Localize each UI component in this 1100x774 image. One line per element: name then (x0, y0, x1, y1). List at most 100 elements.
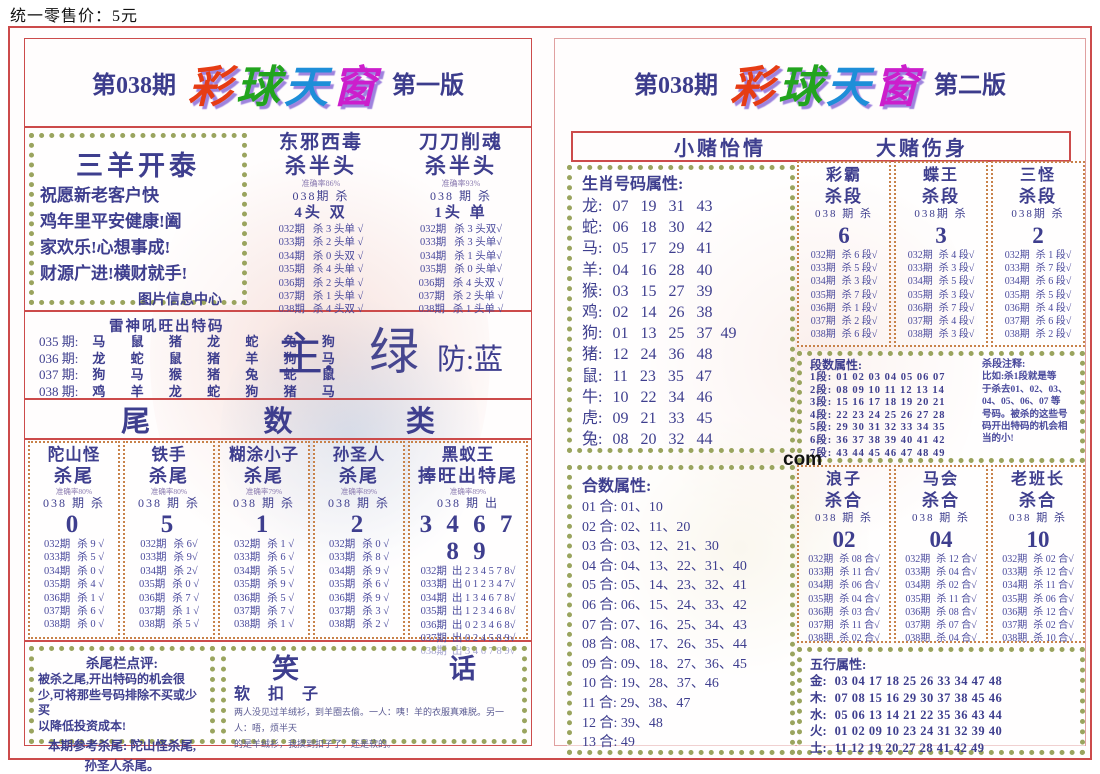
five-elements-row: 水: 05 06 13 14 21 22 35 36 43 44 (810, 707, 1003, 722)
history-row: 035期杀 5 段√ (1004, 289, 1072, 301)
current-issue-label: 038 期 出 (436, 496, 499, 510)
column-subtitle: 杀半头 (425, 154, 497, 178)
history-row: 035期杀 3 段√ (907, 289, 975, 301)
segment-row: 2段: 08 09 10 11 12 13 14 (810, 384, 945, 396)
history-row: 033期杀 04 合√ (905, 567, 977, 579)
edition-label: 第二版 (934, 73, 1006, 99)
history-row: 037期杀 2 段√ (810, 316, 878, 328)
history-row: 034期出 1 3 4 6 7 8√ (420, 592, 516, 604)
masthead-char: 球 (778, 62, 826, 112)
history-row: 038期杀 1 √ (233, 619, 294, 631)
history-row: 032期出 2 3 4 5 7 8√ (420, 566, 516, 577)
sum-row: 13 合: 49 (582, 735, 635, 751)
tail-column-tuoshanguai: 陀山怪 杀尾 准确率80% 038 期 杀 0 032期杀 9 √ 033期杀 5… (28, 441, 120, 639)
masthead-char: 窗 (874, 62, 922, 112)
zodiac-row: 龙: 07 19 31 43 (582, 198, 713, 215)
tail-banner-char: 数 (263, 406, 293, 438)
comment-reference: 孙圣人杀尾。 (84, 759, 160, 773)
zodiac-row: 鼠: 11 23 35 47 (582, 367, 712, 385)
column-title: 黑蚁王 (441, 445, 495, 464)
history-row: 038期杀 0 √ (43, 619, 104, 631)
history-row: 036期杀 9 √ (328, 592, 389, 604)
page-one: 第038期 彩球天窗 第一版 三羊开泰 祝愿新老客户快 鸡年里平安健康!阖 家欢乐!… (24, 38, 532, 773)
greeting-line: 财源广进!横财就手! (40, 264, 188, 283)
guard-color-label: 防:蓝 (437, 344, 504, 376)
history-row: 035期杀 11 合√ (905, 593, 977, 605)
gamble-warning-banner: 小赌怡情 大赌伤身 (571, 131, 1071, 162)
five-elements-box: 五行属性: 金: 03 04 17 18 25 26 33 34 47 48 木: 0… (797, 647, 1085, 755)
joke-line: 的是羊绒衫，我摸到扣子了，还是软的。 (234, 739, 397, 749)
kill-head-column-daodao: 刀刀削魂 杀半头 准确率93% 038 期 杀 1头 单 032期杀 3 头双√… (391, 128, 531, 315)
thunder-title: 雷神吼旺出特码 (109, 319, 225, 335)
sum-row: 07 合: 07、16、25、34、43 (582, 617, 747, 633)
sum-row: 06 合: 06、15、24、33、42 (582, 597, 747, 613)
history-row: 034期杀 0 √ (43, 565, 104, 577)
history-row: 036期杀 08 合√ (905, 606, 977, 618)
current-issue-label: 038期 杀 (914, 208, 968, 220)
history-row: 032期杀 1 段√ (1004, 250, 1072, 261)
history-row: 036期杀 2 头单 √ (278, 277, 364, 289)
history-row: 036期杀 7 √ (138, 592, 199, 604)
history-row: 033期出 0 1 2 3 4 7√ (420, 579, 516, 591)
masthead-char: 彩 (730, 62, 778, 112)
column-subtitle: 杀段 (1019, 187, 1057, 206)
segment-attributes-title: 段数属性: (810, 358, 862, 372)
history-row: 038期杀 2 段√ (1004, 329, 1072, 341)
history-row: 032期杀 3 头单 √ (278, 224, 364, 235)
history-row: 036期杀 4 段√ (1004, 302, 1072, 314)
current-issue-label: 038 期 杀 (232, 496, 295, 510)
history-row: 034期杀 3 段√ (810, 276, 878, 288)
accuracy-label: 准确率89% (340, 487, 378, 496)
current-kill-value: 1头 单 (434, 205, 488, 221)
history-row: 032期杀 08 合√ (808, 554, 880, 565)
note-line: 码开出特码的机会相 (982, 422, 1068, 433)
tail-banner-char: 类 (405, 406, 435, 438)
sum-row: 03 合: 03、12、21、30 (582, 539, 719, 555)
greeting-box: 三羊开泰 祝愿新老客户快 鸡年里平安健康!阖 家欢乐!心想事成! 财源广进!横财就手!… (29, 133, 247, 308)
top-section: 三羊开泰 祝愿新老客户快 鸡年里平安健康!阖 家欢乐!心想事成! 财源广进!横财就手!… (25, 128, 531, 315)
sum-column-mahui: 马会 杀合 038 期 杀 04 032期杀 12 合√ 033期杀 04 合√ 0… (894, 465, 988, 644)
thunder-row: 036 期: 龙 蛇 鼠 猪 羊 狗 马 (39, 350, 346, 366)
history-row: 033期杀 3 段√ (907, 263, 975, 275)
issue-label: 第038期 (92, 73, 176, 99)
segment-row: 1段: 01 02 03 04 05 06 07 (810, 372, 946, 383)
history-row: 032期杀 1 √ (233, 539, 294, 550)
bottom-section: 杀尾栏点评: 被杀之尾,开出特码的机会很 少,可将那些号码排除不买或少买 以降低投资… (25, 642, 531, 773)
history-row: 033期杀 5 √ (43, 552, 104, 564)
history-row: 034期杀 06 合√ (808, 580, 880, 592)
kill-segment-columns: 彩霸 杀段 038 期 杀 6 032期杀 6 段√ 033期杀 5 段√ 034期… (797, 161, 1085, 347)
kill-sum-columns: 浪子 杀合 038 期 杀 02 032期杀 08 合√ 033期杀 11 合√ 0… (797, 465, 1085, 644)
sum-attributes-title: 合数属性: (582, 478, 652, 495)
sum-row: 11 合: 29、38、47 (582, 695, 691, 711)
history-row: 033期杀 6 √ (233, 552, 294, 564)
sum-row: 05 合: 05、14、23、32、41 (582, 578, 747, 594)
history-row: 037期杀 3 √ (328, 606, 389, 618)
main-color-label: 主. (277, 329, 335, 380)
issue-label: 第038期 (634, 73, 718, 99)
comment-title: 杀尾栏点评: (86, 656, 158, 671)
tail-section-banner: 尾 数 类 (25, 400, 531, 440)
column-title: 东邪西毒 (278, 132, 363, 153)
five-elements-row: 木: 07 08 15 16 29 30 37 38 45 46 (810, 690, 1003, 705)
zodiac-row: 狗: 01 13 25 37 49 (582, 325, 737, 343)
zodiac-row: 猴: 03 15 27 39 (582, 282, 713, 300)
price-notice: 统一零售价：5元 (10, 8, 139, 25)
history-row: 038期杀 3 段√ (907, 329, 975, 341)
history-row: 037期杀 7 √ (233, 606, 294, 618)
history-row: 032期杀 4 段√ (907, 250, 975, 261)
history-row: 033期杀 5 段√ (810, 263, 878, 275)
history-row: 035期出 1 2 3 4 6 8√ (420, 606, 516, 618)
history-row: 037期杀 07 合√ (905, 620, 977, 632)
thunder-section: 雷神吼旺出特码 035 期: 马 鼠 猪 龙 蛇 兔 狗 036 期: 龙 蛇 鼠 猪… (25, 312, 531, 400)
history-row: 034期杀 9 √ (328, 565, 389, 577)
history-row: 032期杀 9 √ (43, 539, 104, 550)
five-elements-row: 土: 11 12 19 20 27 28 41 42 49 (810, 741, 985, 756)
column-subtitle: 杀合 (922, 491, 960, 510)
greeting-line: 祝愿新老客户快 (40, 186, 159, 205)
tail-column-heiyiwang: 黑蚁王 捧旺出特尾 准确率89% 038 期 出 3 4 6 7 8 9 032… (408, 441, 528, 657)
current-issue-label: 038 期 杀 (815, 512, 873, 524)
column-subtitle: 杀合 (1019, 491, 1057, 510)
current-issue-label: 038 期 杀 (327, 496, 390, 510)
note-line: 04、05、06、07 等 (982, 397, 1061, 408)
history-row: 037期杀 1 头单 √ (278, 291, 364, 303)
